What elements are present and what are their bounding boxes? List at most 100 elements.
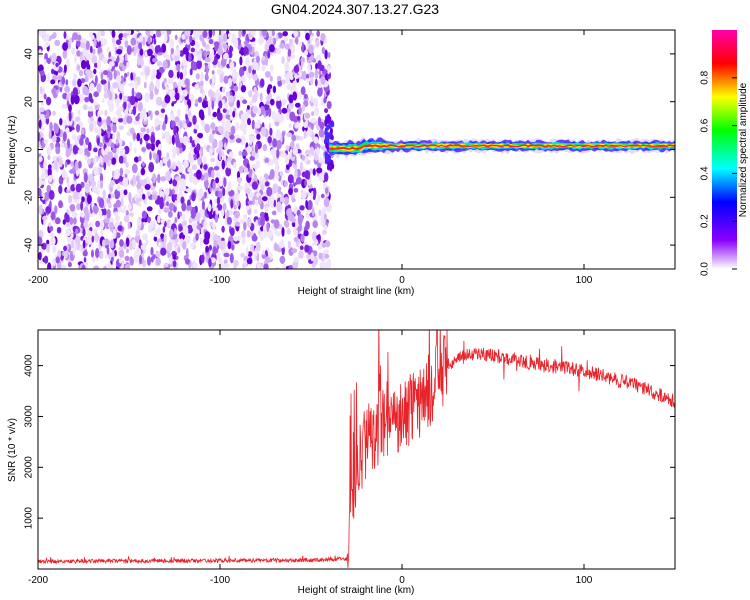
noise-dot (172, 81, 178, 89)
noise-dot (222, 202, 227, 211)
noise-dot (89, 122, 94, 132)
noise-dot (291, 197, 296, 203)
noise-dot (313, 106, 320, 116)
noise-dot (99, 219, 105, 230)
noise-dot (119, 55, 125, 63)
noise-dot (87, 109, 94, 119)
noise-dot (71, 47, 76, 55)
noise-dot (237, 177, 242, 185)
noise-dot (157, 208, 162, 215)
noise-dot (279, 171, 284, 177)
noise-dot (182, 241, 187, 250)
noise-dot (208, 89, 213, 98)
noise-dot (293, 256, 300, 263)
y-tick-label: 3000 (24, 405, 35, 428)
noise-dot (176, 63, 181, 72)
noise-dot (218, 256, 223, 266)
noise-dot (42, 215, 48, 221)
noise-dot (99, 209, 103, 219)
noise-dot (230, 46, 234, 52)
noise-dot (150, 142, 155, 152)
noise-dot (271, 148, 277, 157)
noise-dot (168, 221, 172, 227)
noise-dot (163, 262, 169, 268)
transition-dot (324, 127, 328, 134)
x-tick-label: -100 (210, 575, 230, 586)
noise-dot (293, 236, 299, 242)
chart-title: GN04.2024.307.13.27.G23 (271, 1, 439, 17)
noise-dot (46, 57, 51, 65)
noise-dot (123, 145, 130, 155)
noise-dot (225, 166, 232, 177)
noise-dot (276, 148, 280, 159)
noise-dot (86, 212, 90, 222)
noise-dot (303, 93, 308, 100)
noise-dot (61, 170, 68, 179)
noise-dot (316, 167, 323, 174)
noise-dot (83, 219, 88, 228)
noise-dot (127, 221, 131, 230)
noise-dot (265, 109, 269, 117)
noise-dot (128, 30, 132, 36)
noise-dot (124, 255, 130, 262)
noise-dot (150, 134, 156, 145)
noise-dot (299, 41, 303, 47)
noise-dot (311, 231, 318, 242)
noise-dot (65, 79, 69, 86)
noise-dot (53, 123, 60, 134)
noise-dot (82, 104, 88, 111)
noise-dot (200, 191, 204, 197)
snr-y-ticks: 1000 2000 3000 4000 (24, 354, 675, 529)
noise-dot (82, 48, 87, 57)
noise-dot (320, 32, 326, 42)
noise-dot (157, 215, 161, 224)
noise-dot (103, 265, 107, 269)
noise-dot (324, 172, 329, 183)
noise-dot (114, 211, 118, 217)
noise-dot (182, 66, 188, 77)
noise-dot (193, 30, 199, 37)
noise-dot (223, 177, 227, 188)
noise-dot (288, 264, 293, 269)
noise-dot (76, 203, 81, 211)
noise-dot (235, 193, 240, 200)
noise-dot (116, 131, 121, 140)
noise-dot (268, 197, 274, 207)
noise-dot (265, 206, 269, 214)
noise-dot (239, 218, 245, 225)
noise-dot (78, 93, 85, 103)
noise-dot (284, 43, 290, 50)
noise-dot (80, 200, 83, 211)
noise-dot (159, 199, 164, 210)
noise-dot (254, 89, 258, 96)
noise-dot (71, 134, 77, 140)
noise-dot (203, 220, 208, 230)
noise-dot (115, 39, 122, 45)
noise-dot (50, 34, 55, 40)
noise-dot (175, 133, 180, 144)
noise-dot (116, 48, 123, 55)
noise-dot (292, 91, 298, 101)
noise-dot (216, 196, 221, 205)
noise-dot (129, 212, 134, 217)
noise-dot (259, 78, 265, 87)
noise-dot (211, 70, 215, 75)
noise-dot (268, 92, 272, 100)
noise-dot (152, 152, 157, 161)
noise-dot (249, 155, 256, 161)
noise-dot (118, 125, 124, 131)
noise-dot (47, 166, 52, 177)
noise-dot (90, 116, 94, 123)
noise-dot (146, 191, 151, 197)
noise-dot (300, 190, 307, 200)
noise-dot (162, 156, 168, 164)
noise-dot (267, 136, 272, 144)
snr-panel: -200 -100 0 100 1000 2000 3000 4000 Height of … (7, 329, 676, 596)
noise-dot (148, 110, 151, 117)
noise-dot (47, 154, 51, 161)
noise-dot (235, 138, 242, 144)
noise-dot (305, 199, 308, 209)
noise-dot (93, 91, 99, 98)
noise-dot (317, 194, 321, 202)
noise-dot (122, 32, 128, 38)
